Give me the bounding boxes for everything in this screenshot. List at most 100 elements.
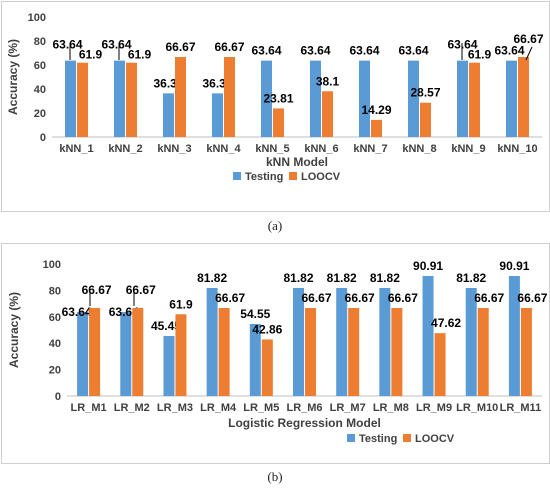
bar-testing	[359, 60, 370, 137]
data-label: 63.64	[398, 44, 428, 58]
x-tick-label: LR_M10	[456, 402, 498, 414]
bar-loocv	[305, 307, 316, 396]
data-label: 66.67	[126, 283, 156, 297]
data-label: 63.64	[349, 44, 379, 58]
x-tick-label: LR_M3	[157, 402, 193, 414]
data-label: 81.82	[283, 271, 313, 285]
legend-label: Testing	[245, 171, 283, 183]
data-label: 38.1	[316, 74, 340, 88]
x-tick-label: LR_M4	[200, 402, 237, 414]
y-tick-label: 80	[34, 36, 46, 48]
data-label: 90.91	[499, 259, 529, 273]
bar-loocv	[77, 62, 88, 137]
x-tick-label: LR_M2	[114, 402, 150, 414]
y-tick-label: 100	[28, 12, 46, 24]
data-label: 63.64	[494, 44, 524, 58]
x-tick-label: kNN_6	[304, 143, 338, 155]
x-tick-label: kNN_10	[497, 143, 537, 155]
bar-testing	[508, 275, 520, 396]
bar-loocv	[391, 307, 403, 396]
x-tick-label: kNN_7	[353, 143, 387, 155]
bar-testing	[408, 60, 419, 137]
legend-swatch-testing	[347, 434, 355, 442]
bar-loocv	[89, 307, 101, 396]
data-label: 66.67	[165, 40, 195, 54]
bar-testing	[65, 60, 76, 137]
x-tick-label: LR_M1	[71, 402, 107, 414]
y-tick-label: 40	[49, 338, 61, 350]
x-tick-label: kNN_3	[157, 143, 191, 155]
bar-testing	[457, 60, 468, 137]
data-label: 81.82	[370, 271, 400, 285]
data-label: 66.67	[301, 291, 331, 305]
data-label-leader	[525, 46, 533, 61]
data-label: 66.67	[215, 291, 245, 305]
y-tick-label: 80	[49, 285, 61, 297]
bar-loocv	[132, 307, 144, 396]
data-label: 63.64	[62, 305, 92, 319]
lr-accuracy-chart: 0 20 40 60 80 100 Accuracy (%) LR_M1 63.64 66.67 L…	[7, 259, 548, 445]
y-tick-label: 20	[34, 108, 46, 120]
data-label: 63.64	[109, 305, 139, 319]
data-label: 81.82	[327, 271, 357, 285]
bar-testing	[206, 287, 218, 396]
bar-loocv	[218, 307, 230, 396]
data-label: 81.82	[197, 271, 227, 285]
data-label: 47.62	[431, 316, 461, 330]
x-tick-label: kNN_4	[206, 143, 241, 155]
bar-testing	[293, 287, 304, 396]
bar-loocv	[420, 102, 431, 137]
x-tick-label: LR_M11	[500, 402, 542, 414]
data-label: 63.64	[251, 44, 281, 58]
x-tick-label: LR_M6	[286, 402, 322, 414]
data-label: 63.64	[447, 38, 477, 52]
data-label: 66.67	[474, 291, 504, 305]
x-tick-label: kNN_5	[255, 143, 289, 155]
data-label: 63.64	[52, 38, 82, 52]
y-axis-label: Accuracy (%)	[7, 292, 21, 368]
data-label: 90.91	[413, 259, 443, 273]
data-label: 42.86	[252, 322, 282, 336]
x-tick-label: LR_M9	[416, 402, 452, 414]
bar-loocv	[477, 307, 489, 396]
bar-loocv	[469, 62, 480, 137]
y-tick-label: 60	[49, 312, 61, 324]
bar-testing	[379, 287, 391, 396]
bar-loocv	[348, 307, 360, 396]
data-label: 66.67	[517, 291, 547, 305]
bar-testing	[114, 60, 125, 137]
bar-testing	[465, 287, 477, 396]
data-label: 45.45	[151, 319, 181, 333]
bar-testing	[261, 60, 272, 137]
x-tick-label: LR_M8	[373, 402, 409, 414]
y-axis-label: Accuracy (%)	[6, 39, 20, 115]
x-tick-label: kNN_1	[59, 143, 93, 155]
bar-testing	[506, 60, 517, 137]
data-label: 54.55	[240, 307, 270, 321]
bar-loocv	[224, 56, 235, 137]
y-tick-label: 100	[43, 259, 61, 271]
x-tick-label: LR_M5	[243, 402, 279, 414]
bar-testing	[336, 287, 348, 396]
bar-loocv	[520, 307, 532, 396]
bar-loocv	[273, 108, 284, 137]
y-tick-label: 60	[34, 60, 46, 72]
bar-testing	[163, 93, 174, 137]
bar-loocv	[518, 56, 529, 137]
y-tick-label: 0	[55, 391, 61, 403]
data-label: 66.67	[214, 40, 244, 54]
bar-loocv	[434, 333, 446, 396]
caption-a: (a)	[267, 218, 283, 233]
data-label: 66.67	[388, 291, 418, 305]
legend-label: LOOCV	[301, 171, 341, 183]
legend-label: LOOCV	[415, 433, 455, 445]
x-tick-label: kNN_9	[451, 143, 485, 155]
data-label: 61.9	[169, 297, 193, 311]
bar-loocv	[261, 339, 273, 396]
legend-swatch-loocv	[403, 434, 411, 442]
legend-swatch-testing	[233, 172, 241, 180]
x-tick-label: kNN_8	[402, 143, 436, 155]
bar-testing	[422, 275, 434, 396]
data-label: 63.64	[101, 38, 131, 52]
